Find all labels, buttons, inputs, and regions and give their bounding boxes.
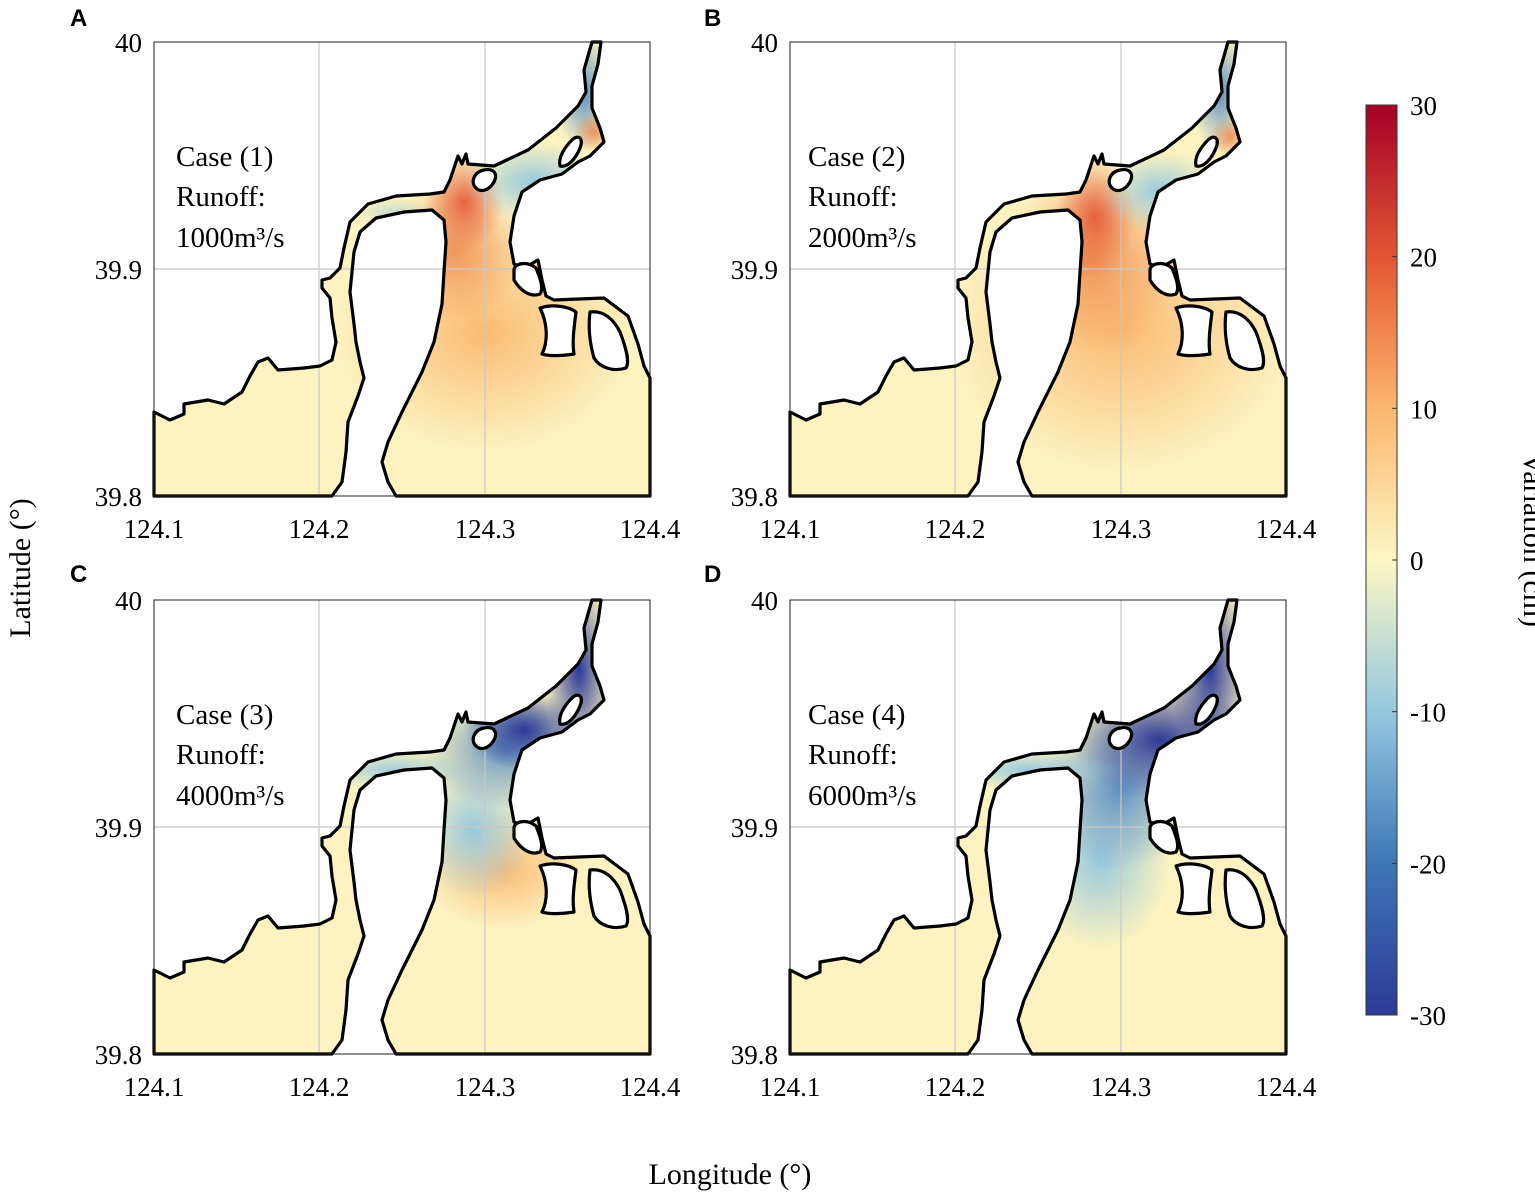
colorbar-tick-label: -30 [1410, 1001, 1446, 1031]
runoff-label: Runoff: [808, 181, 898, 213]
x-tick-label: 124.1 [124, 514, 185, 544]
colorbar-label: Variation (cm) [1517, 453, 1535, 627]
x-tick-label: 124.2 [925, 514, 986, 544]
runoff-value: 1000m³/s [176, 222, 285, 254]
panel-letter-b: B [704, 5, 721, 32]
y-tick-label: 40 [115, 586, 142, 616]
colorbar-tick-label: -10 [1410, 698, 1446, 728]
y-tick-label: 39.9 [95, 813, 142, 843]
y-tick-label: 40 [115, 28, 142, 58]
colorbar-gradient [1365, 104, 1398, 1016]
y-tick-label: 39.8 [731, 1040, 778, 1070]
y-tick-label: 39.8 [95, 482, 142, 512]
case-label: Case (3) [176, 699, 273, 731]
colorbar-tick-label: -20 [1410, 849, 1446, 879]
runoff-value: 4000m³/s [176, 780, 285, 812]
y-tick-label: 40 [751, 586, 778, 616]
panel-a: Case (1) Runoff: 1000m³/s [152, 40, 652, 498]
runoff-label: Runoff: [808, 739, 898, 771]
runoff-value: 2000m³/s [808, 222, 917, 254]
x-tick-label: 124.2 [925, 1072, 986, 1102]
grid-lines [154, 42, 650, 496]
x-tick-label: 124.3 [1091, 1072, 1152, 1102]
x-tick-label: 124.4 [1256, 1072, 1317, 1102]
y-tick-label: 39.9 [95, 255, 142, 285]
runoff-label: Runoff: [176, 181, 266, 213]
y-tick-label: 39.9 [731, 255, 778, 285]
grid-lines [790, 42, 1286, 496]
x-tick-label: 124.1 [760, 514, 821, 544]
runoff-label: Runoff: [176, 739, 266, 771]
y-tick-label: 40 [751, 28, 778, 58]
panel-letter-a: A [70, 5, 87, 32]
x-tick-label: 124.4 [1256, 514, 1317, 544]
case-label: Case (4) [808, 699, 905, 731]
panel-d: Case (4) Runoff: 6000m³/s [788, 598, 1288, 1056]
y-tick-label: 39.8 [95, 1040, 142, 1070]
colorbar-ticks: 30 20 10 0 -10 -20 -30 [1392, 91, 1446, 1031]
x-tick-label: 124.3 [455, 514, 516, 544]
y-tick-label: 39.8 [731, 482, 778, 512]
x-tick-label: 124.3 [455, 1072, 516, 1102]
x-tick-label: 124.1 [760, 1072, 821, 1102]
panel-letter-c: C [70, 561, 87, 588]
case-label: Case (1) [176, 141, 273, 173]
colorbar-tick-label: 30 [1410, 91, 1437, 121]
grid-lines [154, 600, 650, 1054]
y-axis-label: Latitude (°) [4, 498, 37, 637]
grid-lines [790, 600, 1286, 1054]
x-tick-label: 124.4 [620, 1072, 681, 1102]
runoff-value: 6000m³/s [808, 780, 917, 812]
x-tick-label: 124.1 [124, 1072, 185, 1102]
x-axis-label: Longitude (°) [649, 1158, 812, 1191]
panel-b: Case (2) Runoff: 2000m³/s [788, 40, 1288, 498]
x-tick-label: 124.2 [289, 1072, 350, 1102]
colorbar-tick-label: 20 [1410, 243, 1437, 273]
panel-letter-d: D [704, 561, 721, 588]
x-tick-label: 124.2 [289, 514, 350, 544]
x-tick-label: 124.3 [1091, 514, 1152, 544]
x-tick-label: 124.4 [620, 514, 681, 544]
colorbar-tick-label: 10 [1410, 394, 1437, 424]
panel-c: Case (3) Runoff: 4000m³/s [152, 598, 652, 1056]
case-label: Case (2) [808, 141, 905, 173]
colorbar-tick-label: 0 [1410, 546, 1424, 576]
y-tick-label: 39.9 [731, 813, 778, 843]
colorbar: 30 20 10 0 -10 -20 -30 Variation (cm) [1365, 91, 1535, 1031]
